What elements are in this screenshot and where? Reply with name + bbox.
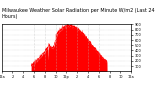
Text: Milwaukee Weather Solar Radiation per Minute W/m2 (Last 24 Hours): Milwaukee Weather Solar Radiation per Mi… bbox=[2, 8, 154, 19]
